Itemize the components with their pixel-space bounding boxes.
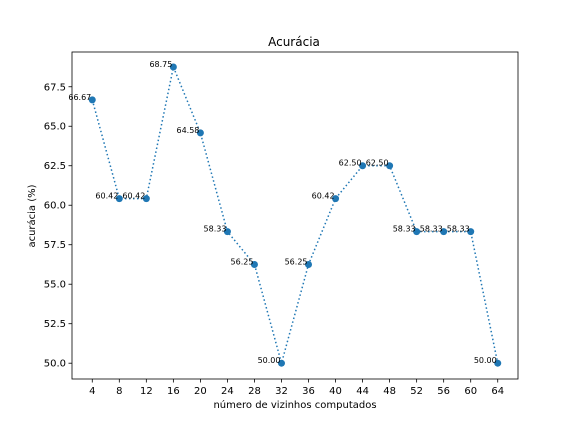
data-point-label: 60.42 xyxy=(95,192,118,201)
data-point xyxy=(386,162,394,170)
x-tick-label: 44 xyxy=(356,386,369,397)
y-tick-label: 50.0 xyxy=(44,359,66,370)
x-tick-label: 56 xyxy=(437,386,450,397)
data-point-label: 66.67 xyxy=(68,93,91,102)
data-point-label: 60.42 xyxy=(312,192,335,201)
x-tick-label: 12 xyxy=(140,386,153,397)
data-point xyxy=(332,195,340,203)
data-point xyxy=(88,96,96,104)
data-point xyxy=(223,228,231,236)
data-point-label: 58.33 xyxy=(447,225,470,234)
x-tick-label: 52 xyxy=(410,386,423,397)
data-point xyxy=(277,359,285,367)
x-tick-label: 20 xyxy=(194,386,207,397)
x-tick-label: 8 xyxy=(116,386,122,397)
x-tick-label: 16 xyxy=(167,386,180,397)
x-tick-label: 64 xyxy=(491,386,504,397)
data-point xyxy=(467,228,475,236)
data-point-label: 62.50 xyxy=(339,159,362,168)
chart-title: Acurácia xyxy=(268,35,320,49)
x-tick-label: 36 xyxy=(302,386,315,397)
x-axis-label: número de vizinhos computados xyxy=(213,399,376,411)
data-point-label: 56.25 xyxy=(285,257,308,266)
data-point-label: 64.58 xyxy=(176,126,199,135)
y-tick-label: 67.5 xyxy=(44,82,66,93)
x-tick-label: 32 xyxy=(275,386,288,397)
data-point xyxy=(196,129,204,137)
data-point-label: 50.00 xyxy=(474,356,497,365)
data-labels: 66.67 60.42 60.42 68.75 64.58 58.33 56.25 50.00… xyxy=(68,60,496,365)
data-point-label: 68.75 xyxy=(149,60,172,69)
data-point xyxy=(440,228,448,236)
x-axis: 4 8 12 16 20 24 28 32 36 40 44 48 52 56 60 64 xyxy=(89,379,504,397)
data-point xyxy=(142,195,150,203)
x-tick-label: 4 xyxy=(89,386,95,397)
x-tick-label: 40 xyxy=(329,386,342,397)
data-point xyxy=(494,359,502,367)
y-axis: 50.0 52.5 55.0 57.5 60.0 62.5 65.0 67.5 xyxy=(44,82,72,370)
y-tick-label: 52.5 xyxy=(44,319,66,330)
x-tick-label: 60 xyxy=(464,386,477,397)
y-tick-label: 57.5 xyxy=(44,240,66,251)
series-markers xyxy=(88,63,502,367)
data-point-label: 58.33 xyxy=(393,225,416,234)
y-tick-label: 65.0 xyxy=(44,122,66,133)
data-point-label: 58.33 xyxy=(204,225,227,234)
y-tick-label: 55.0 xyxy=(44,280,66,291)
y-axis-label: acurácia (%) xyxy=(26,184,38,247)
plot-area-frame xyxy=(71,51,519,380)
y-tick-label: 62.5 xyxy=(44,161,66,172)
y-tick-label: 60.0 xyxy=(44,201,66,212)
data-point xyxy=(305,260,313,268)
data-point xyxy=(413,228,421,236)
x-tick-label: 48 xyxy=(383,386,396,397)
data-point xyxy=(359,162,367,170)
data-point xyxy=(250,260,258,268)
x-tick-label: 24 xyxy=(221,386,234,397)
series-line xyxy=(91,64,499,367)
data-point-label: 60.42 xyxy=(122,192,145,201)
data-point-label: 56.25 xyxy=(231,257,254,266)
data-point-label: 62.50 xyxy=(366,159,389,168)
data-point xyxy=(169,63,177,71)
data-point-label: 58.33 xyxy=(420,225,443,234)
x-tick-label: 28 xyxy=(248,386,261,397)
data-point xyxy=(115,195,123,203)
data-point-label: 50.00 xyxy=(258,356,281,365)
